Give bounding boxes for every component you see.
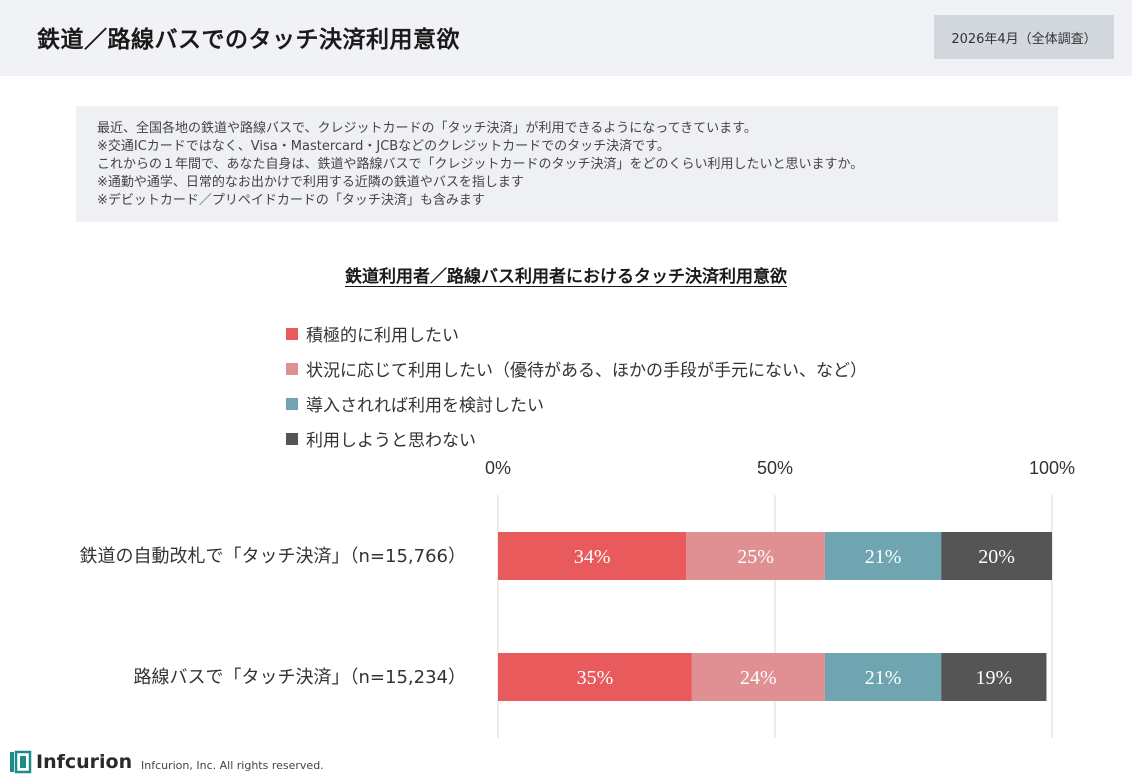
copyright-notice: Infcurion, Inc. All rights reserved. [141, 759, 324, 772]
bar-segment [941, 532, 1052, 580]
bar-segment [824, 653, 942, 701]
question-line: ※通勤や通学、日常的なお出かけで利用する近隣の鉄道やバスを指します [97, 175, 524, 190]
bar-segment [941, 653, 1047, 701]
category-label: 路線バスで「タッチ決済」（n=15,234） [134, 667, 466, 688]
data-label: 24% [740, 667, 777, 689]
x-tick-label: 50% [757, 458, 793, 478]
question-line: ※デビットカード／プリペイドカードの「タッチ決済」も含みます [97, 193, 485, 208]
data-label: 34% [574, 546, 611, 568]
data-label: 20% [978, 546, 1015, 568]
legend-item: 積極的に利用したい [286, 316, 867, 351]
bar-segment [498, 532, 687, 580]
legend-swatch [286, 327, 298, 340]
company-logo: Infcurion [10, 750, 132, 774]
bar-segment [691, 653, 825, 701]
x-tick-label: 0% [485, 458, 511, 478]
page-title: 鉄道／路線バスでのタッチ決済利用意欲 [37, 27, 460, 53]
legend-swatch [286, 432, 298, 445]
bar-segment [824, 532, 942, 580]
legend-swatch [286, 397, 298, 410]
legend-item: 利用しようと思わない [286, 421, 867, 456]
bar-segment [498, 653, 692, 701]
data-label: 21% [865, 667, 902, 689]
legend-label: 導入されれば利用を検討したい [306, 396, 544, 416]
x-tick-label: 100% [1029, 458, 1075, 478]
legend-label: 状況に応じて利用したい（優待がある、ほかの手段が手元にない、など） [306, 361, 867, 381]
stacked-bar-chart: 0% 50% 100% 鉄道の自動改札で「タッチ決済」（n=15,766） 34% 25%… [80, 458, 1075, 738]
data-label: 21% [865, 546, 902, 568]
category-label: 鉄道の自動改札で「タッチ決済」（n=15,766） [80, 546, 466, 567]
legend-label: 利用しようと思わない [306, 431, 476, 451]
infcurion-logo-icon [10, 750, 32, 774]
chart-title: 鉄道利用者／路線バス利用者におけるタッチ決済利用意欲 [345, 267, 787, 287]
question-line: 最近、全国各地の鉄道や路線バスで、クレジットカードの「タッチ決済」が利用できるよ… [97, 121, 757, 136]
data-label: 35% [577, 667, 614, 689]
data-label: 25% [737, 546, 774, 568]
header-bar: 鉄道／路線バスでのタッチ決済利用意欲 2026年4月（全体調査） [0, 0, 1132, 76]
data-label: 19% [975, 667, 1012, 689]
legend-item: 状況に応じて利用したい（優待がある、ほかの手段が手元にない、など） [286, 351, 867, 386]
question-line: これからの１年間で、あなた自身は、鉄道や路線バスで「クレジットカードのタッチ決済… [97, 157, 864, 172]
survey-question-box: 最近、全国各地の鉄道や路線バスで、クレジットカードの「タッチ決済」が利用できるよ… [76, 106, 1058, 222]
legend-label: 積極的に利用したい [306, 326, 459, 346]
logo-text: Infcurion [36, 751, 133, 773]
legend-item: 導入されれば利用を検討したい [286, 386, 867, 421]
question-line: ※交通ICカードではなく、Visa・Mastercard・JCBなどのクレジット… [97, 139, 670, 154]
chart-legend: 積極的に利用したい状況に応じて利用したい（優待がある、ほかの手段が手元にない、な… [286, 316, 867, 456]
legend-swatch [286, 362, 298, 375]
survey-date-badge: 2026年4月（全体調査） [934, 15, 1114, 59]
bar-segment [686, 532, 825, 580]
